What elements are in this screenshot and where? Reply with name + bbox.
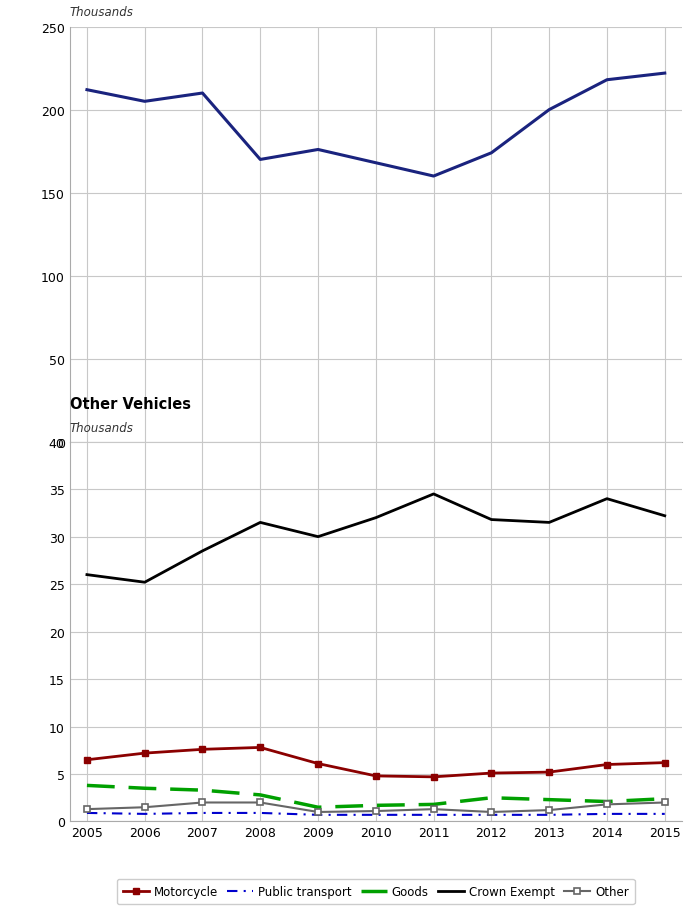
Crown Exempt <box>661 511 669 522</box>
Crown Exempt <box>83 570 91 581</box>
Line: Crown Exempt: Crown Exempt <box>87 494 665 583</box>
Goods <box>372 800 380 811</box>
Other <box>372 806 380 817</box>
Other <box>314 807 322 818</box>
Crown Exempt <box>256 517 264 528</box>
Other <box>141 802 149 813</box>
Text: Thousands: Thousands <box>70 422 134 435</box>
Public transport <box>487 810 496 821</box>
Goods <box>83 780 91 791</box>
Crown Exempt <box>372 513 380 524</box>
Other <box>429 804 438 815</box>
Public transport <box>314 810 322 821</box>
Motorcycle <box>83 754 91 766</box>
Motorcycle <box>314 758 322 769</box>
Other <box>603 799 611 810</box>
Goods <box>429 799 438 810</box>
Line: Goods: Goods <box>87 786 665 808</box>
Crown Exempt <box>603 494 611 505</box>
Motorcycle <box>603 759 611 770</box>
Goods <box>256 789 264 800</box>
Other <box>256 797 264 808</box>
Other <box>545 805 553 816</box>
Text: Other Vehicles: Other Vehicles <box>70 397 191 412</box>
Public transport <box>372 810 380 821</box>
Public transport <box>198 808 207 819</box>
Other <box>661 797 669 808</box>
Line: Other: Other <box>84 800 668 815</box>
Goods <box>603 796 611 807</box>
Public transport <box>429 810 438 821</box>
Public transport <box>661 809 669 820</box>
Public transport <box>141 809 149 820</box>
Crown Exempt <box>198 546 207 557</box>
Motorcycle <box>487 767 496 778</box>
Motorcycle <box>141 748 149 759</box>
Other <box>487 807 496 818</box>
Line: Public transport: Public transport <box>87 813 665 815</box>
Text: Thousands: Thousands <box>70 6 134 19</box>
Goods <box>487 792 496 803</box>
Goods <box>198 785 207 796</box>
Goods <box>661 793 669 804</box>
Motorcycle <box>661 757 669 768</box>
Crown Exempt <box>314 531 322 542</box>
Goods <box>314 802 322 813</box>
Public transport <box>83 808 91 819</box>
Public transport <box>256 808 264 819</box>
Goods <box>545 794 553 805</box>
Motorcycle <box>256 743 264 754</box>
Line: Motorcycle: Motorcycle <box>84 744 668 780</box>
Crown Exempt <box>429 489 438 500</box>
Public transport <box>603 809 611 820</box>
Motorcycle <box>372 770 380 781</box>
Other <box>198 797 207 808</box>
Motorcycle <box>198 744 207 755</box>
Crown Exempt <box>545 517 553 528</box>
Legend: Motorcycle, Public transport, Goods, Crown Exempt, Other: Motorcycle, Public transport, Goods, Cro… <box>117 879 635 904</box>
Crown Exempt <box>487 515 496 526</box>
Motorcycle <box>545 766 553 777</box>
Public transport <box>545 810 553 821</box>
Goods <box>141 783 149 794</box>
Crown Exempt <box>141 577 149 588</box>
Other <box>83 804 91 815</box>
Motorcycle <box>429 771 438 782</box>
